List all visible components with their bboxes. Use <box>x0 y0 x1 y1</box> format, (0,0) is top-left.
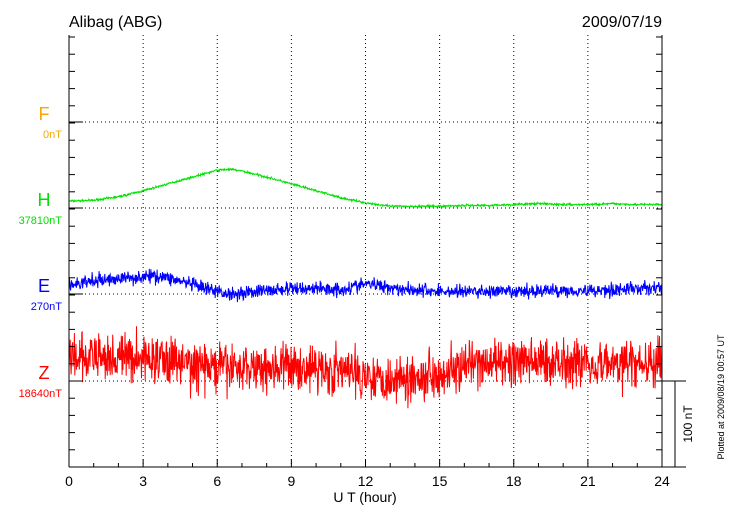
x-tick-label: 24 <box>654 473 670 489</box>
x-tick-label: 6 <box>213 473 221 489</box>
series-name-E: E <box>38 276 50 296</box>
series-baseline-H: 37810nT <box>19 215 63 227</box>
chart-date: 2009/07/19 <box>582 14 662 31</box>
axes <box>68 35 686 468</box>
x-axis-label: U T (hour) <box>333 489 396 505</box>
x-tick-label: 15 <box>432 473 448 489</box>
x-tick-label: 12 <box>358 473 374 489</box>
x-tick-label: 9 <box>287 473 295 489</box>
chart-title: Alibag (ABG) <box>69 14 162 31</box>
series-name-Z: Z <box>39 363 50 383</box>
trace-H <box>68 167 663 209</box>
trace-Z <box>68 326 663 409</box>
x-tick-label: 18 <box>506 473 522 489</box>
plot-timestamp: Plotted at 2009/08/19 00:57 UT <box>716 334 726 460</box>
grid-lines <box>69 35 662 467</box>
scale-bar-label: 100 nT <box>681 405 695 443</box>
x-tick-label: 0 <box>65 473 73 489</box>
series-baseline-Z: 18640nT <box>19 388 63 400</box>
series-name-F: F <box>39 104 50 124</box>
series-baseline-E: 270nT <box>31 301 62 313</box>
x-tick-label: 21 <box>580 473 596 489</box>
series-name-H: H <box>38 190 51 210</box>
series-baseline-F: 0nT <box>43 129 62 141</box>
x-tick-label: 3 <box>139 473 147 489</box>
trace-E <box>68 268 663 303</box>
series-traces <box>68 167 663 409</box>
